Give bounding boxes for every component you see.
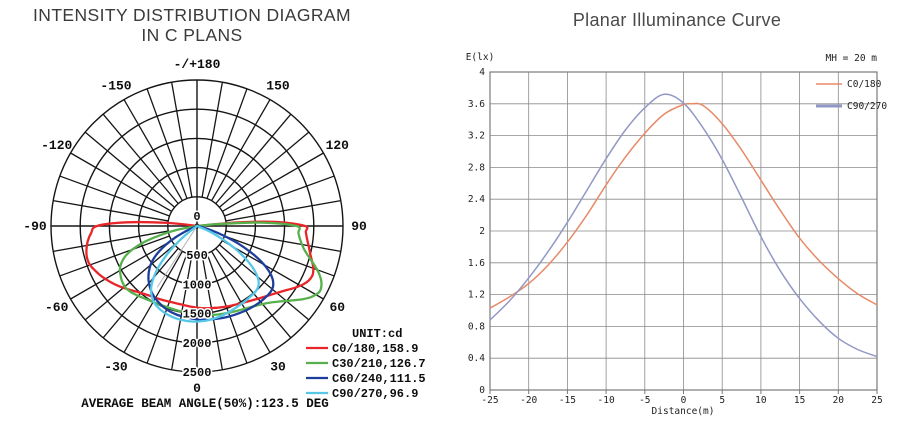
angle-label: -30: [104, 359, 128, 374]
polar-spoke: [221, 152, 324, 212]
polar-spoke: [218, 244, 310, 321]
illuminance-curve-C0-180: [489, 102, 878, 309]
polar-labels: 050010001500200025000306090120150-/+180-…: [23, 57, 367, 396]
ring-label: 2500: [183, 366, 212, 380]
intensity-curve-C90-270: [149, 224, 260, 323]
ring-label: 500: [186, 249, 208, 263]
planar-illuminance-chart: Planar Illuminance Curve E(lx) MH = 20 m…: [466, 10, 888, 417]
x-tick-label: -10: [598, 395, 615, 406]
legend-label-C90-270: C90/270,96.9: [332, 387, 418, 401]
angle-label: 60: [329, 300, 345, 315]
y-tick-label: 1.2: [468, 290, 485, 301]
polar-spoke: [84, 131, 176, 208]
polar-spoke: [146, 88, 188, 199]
y-tick-label: 2: [479, 226, 485, 237]
x-tick-label: -5: [639, 395, 650, 406]
polar-spoke: [224, 175, 335, 217]
x-tick-label: -25: [481, 395, 498, 406]
right-chart-title: Planar Illuminance Curve: [573, 10, 781, 30]
x-tick-label: -15: [559, 395, 576, 406]
intensity-curve-C30-210: [118, 221, 323, 317]
intensity-polar-chart: INTENSITY DISTRIBUTION DIAGRAM IN C PLAN…: [23, 5, 426, 411]
legend-label-C0-180: C0/180: [847, 79, 882, 90]
line-grid: -25 -20 -15 -10 -5 0 5 10 15 20 25 0 0.4 0.8 1.2 1.6 2 2.…: [468, 67, 883, 406]
x-tick-label: 5: [719, 395, 725, 406]
legend-label-C60-240: C60/240,111.5: [332, 372, 426, 386]
angle-label: -150: [100, 79, 131, 94]
polar-spoke: [211, 99, 271, 202]
polar-spoke: [215, 113, 292, 205]
polar-spoke: [201, 82, 223, 198]
polar-spoke: [70, 240, 173, 300]
y-tick-label: 1.6: [468, 258, 485, 269]
polar-spoke: [53, 230, 169, 252]
illuminance-curve-C90-270: [489, 93, 878, 358]
angle-label: 0: [193, 381, 201, 396]
y-tick-label: 4: [479, 67, 485, 78]
polar-spoke: [225, 230, 341, 252]
polar-spoke: [84, 244, 176, 321]
polar-curves: [85, 220, 323, 323]
legend-label-C30-210: C30/210,126.7: [332, 357, 426, 371]
x-tick-label: 20: [833, 395, 845, 406]
polar-spoke: [201, 254, 223, 370]
y-tick-label: 0.8: [468, 321, 485, 332]
polar-spoke: [59, 235, 170, 277]
angle-label: 150: [266, 79, 290, 94]
x-axis-label: Distance(m): [652, 406, 715, 417]
legend-label-C0-180: C0/180,158.9: [332, 342, 418, 356]
polar-spoke: [218, 131, 310, 208]
y-tick-label: 0.4: [468, 353, 485, 364]
angle-label: -60: [45, 300, 69, 315]
polar-spoke: [211, 250, 271, 353]
y-axis-label: E(lx): [466, 52, 495, 63]
ring-label: 0: [193, 210, 200, 224]
y-tick-label: 2.8: [468, 162, 485, 173]
left-chart-title-line1: INTENSITY DISTRIBUTION DIAGRAM: [33, 5, 351, 25]
angle-label: 120: [326, 138, 350, 153]
y-tick-label: 3.2: [468, 131, 485, 142]
average-beam-angle-label: AVERAGE BEAM ANGLE(50%):123.5 DEG: [81, 397, 329, 411]
line-legend: C0/180 C90/270: [816, 79, 887, 112]
polar-spoke: [221, 240, 324, 300]
line-curves: [489, 93, 878, 358]
polar-spoke: [225, 200, 341, 222]
polar-spoke: [59, 175, 170, 217]
polar-spoke: [102, 113, 179, 205]
angle-label: -/+180: [174, 57, 221, 72]
polar-spoke: [206, 253, 248, 364]
unit-label: UNIT:cd: [352, 327, 402, 341]
y-tick-label: 2.4: [468, 194, 485, 205]
x-tick-label: 10: [755, 395, 767, 406]
x-tick-label: 15: [794, 395, 805, 406]
polar-spoke: [206, 88, 248, 199]
x-tick-label: 0: [681, 395, 687, 406]
polar-spoke: [171, 82, 193, 198]
ring-label: 1500: [183, 308, 212, 322]
ring-label: 2000: [183, 337, 212, 351]
angle-label: -120: [41, 138, 72, 153]
angle-label: 90: [351, 219, 367, 234]
polar-spoke: [53, 200, 169, 222]
ring-label: 1000: [183, 278, 212, 292]
polar-spoke: [123, 99, 183, 202]
left-chart-title-line2: IN C PLANS: [141, 25, 242, 45]
x-tick-label: 25: [871, 395, 882, 406]
angle-label: 30: [270, 359, 286, 374]
legend-label-C90-270: C90/270: [847, 101, 887, 112]
polar-spoke: [70, 152, 173, 212]
y-tick-label: 0: [479, 385, 485, 396]
beam-marker-line: [156, 225, 198, 288]
y-tick-label: 3.6: [468, 99, 485, 110]
plot-border: [489, 71, 878, 391]
polar-legend: UNIT:cd C0/180,158.9C30/210,126.7C60/240…: [306, 327, 426, 401]
angle-label: -90: [23, 219, 47, 234]
x-tick-label: -20: [520, 395, 537, 406]
mounting-height-annotation: MH = 20 m: [826, 53, 878, 64]
